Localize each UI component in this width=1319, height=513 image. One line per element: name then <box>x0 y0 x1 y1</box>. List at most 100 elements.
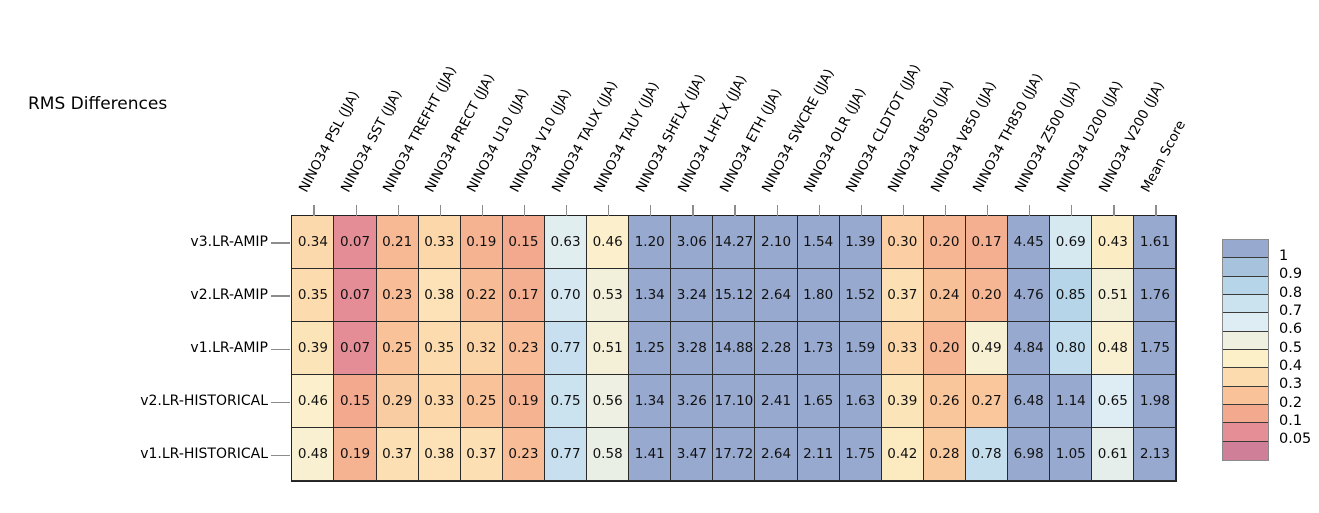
colorbar-tick-label: 0.1 <box>1279 412 1303 429</box>
heatmap-cell: 0.39 <box>292 321 335 376</box>
heatmap-cell: 1.98 <box>1134 375 1177 429</box>
heatmap-cell: 0.27 <box>965 375 1009 429</box>
heatmap-cell: 1.25 <box>629 321 672 376</box>
colorbar-tick-label: 1 <box>1279 247 1289 264</box>
heatmap-cell: 1.80 <box>797 268 840 322</box>
heatmap-cell: 2.28 <box>755 321 798 376</box>
colorbar-tick-label: 0.9 <box>1279 266 1303 283</box>
x-axis-tick <box>987 204 989 216</box>
colorbar-segment <box>1223 368 1268 387</box>
x-axis-tick <box>860 204 862 216</box>
heatmap-cell: 0.22 <box>460 268 503 322</box>
heatmap-cell: 0.33 <box>418 375 461 429</box>
colorbar-segment <box>1223 240 1268 259</box>
colorbar-segment <box>1223 331 1268 350</box>
x-axis-tick <box>481 204 484 216</box>
x-axis-tick <box>944 204 947 216</box>
heatmap-cell: 0.15 <box>334 375 377 429</box>
heatmap-cell: 1.34 <box>629 268 672 322</box>
heatmap-cell: 0.53 <box>587 268 630 322</box>
heatmap-cell: 0.19 <box>502 375 545 429</box>
heatmap-cell: 0.28 <box>923 428 966 482</box>
colorbar-tick-label: 0.2 <box>1279 394 1303 411</box>
x-axis-tick <box>397 204 399 216</box>
colorbar-tick-label: 0.7 <box>1279 302 1303 319</box>
heatmap-cell: 1.52 <box>839 268 882 322</box>
heatmap-cell: 1.39 <box>839 215 882 269</box>
heatmap-cell: 17.10 <box>713 375 756 429</box>
y-axis-tick <box>271 401 290 403</box>
heatmap-cell: 1.41 <box>629 428 672 482</box>
column-header-label: NINO34 TREFHT (JJA) <box>380 63 461 195</box>
heatmap-cell: 1.65 <box>797 375 840 429</box>
x-axis-tick <box>692 204 694 216</box>
heatmap-cell: 0.33 <box>881 321 924 376</box>
heatmap-cell: 2.11 <box>797 428 840 482</box>
heatmap-cell: 0.35 <box>418 321 461 376</box>
heatmap-cell: 0.46 <box>292 375 335 429</box>
x-axis-tick <box>439 204 441 216</box>
heatmap-cell: 3.06 <box>671 215 714 269</box>
heatmap-cell: 0.30 <box>881 215 924 269</box>
heatmap-cell: 0.37 <box>376 428 419 482</box>
heatmap-cell: 0.07 <box>334 268 377 322</box>
heatmap-cell: 0.46 <box>587 215 630 269</box>
heatmap-cell: 0.17 <box>502 268 545 322</box>
colorbar-segment <box>1223 386 1268 405</box>
x-axis-tick <box>902 204 905 216</box>
heatmap-cell: 0.48 <box>292 428 335 482</box>
x-axis-tick <box>355 204 357 216</box>
heatmap-cell: 0.78 <box>965 428 1009 482</box>
heatmap-cell: 0.51 <box>1092 268 1135 322</box>
colorbar-segment <box>1223 405 1268 424</box>
heatmap-cell: 0.35 <box>292 268 335 322</box>
heatmap-cell: 1.61 <box>1134 215 1177 269</box>
heatmap-cell: 0.20 <box>923 215 966 269</box>
heatmap-cell: 0.39 <box>881 375 924 429</box>
heatmap-cell: 6.48 <box>1008 375 1051 429</box>
heatmap-cell: 17.72 <box>713 428 756 482</box>
heatmap-cell: 0.15 <box>502 215 545 269</box>
heatmap-cell: 2.10 <box>755 215 798 269</box>
heatmap-cell: 0.49 <box>965 321 1009 376</box>
colorbar-tick-label: 0.3 <box>1279 376 1303 393</box>
x-axis-tick <box>1029 204 1031 216</box>
heatmap-cell: 0.37 <box>881 268 924 322</box>
heatmap-cell: 1.05 <box>1050 428 1093 482</box>
y-axis-tick <box>271 348 290 350</box>
heatmap-cell: 0.37 <box>460 428 503 482</box>
colorbar-tick-label: 0.05 <box>1279 431 1312 448</box>
colorbar <box>1222 239 1269 461</box>
heatmap-grid: 0.34 0.07 0.21 0.33 0.19 0.15 0.63 0.46 1.20 3.06… <box>291 214 1178 483</box>
heatmap-cell: 0.42 <box>881 428 924 482</box>
heatmap-cell: 14.27 <box>713 215 756 269</box>
y-axis-tick <box>271 295 290 297</box>
heatmap-cell: 0.34 <box>292 215 335 269</box>
y-axis-tick <box>271 242 290 244</box>
x-axis-tick <box>818 204 820 216</box>
heatmap-cell: 0.24 <box>923 268 966 322</box>
heatmap-cell: 1.59 <box>839 321 882 376</box>
x-axis-tick <box>566 204 568 216</box>
heatmap-cell: 0.48 <box>1092 321 1135 376</box>
colorbar-segment <box>1223 313 1268 332</box>
heatmap-cell: 0.70 <box>544 268 588 322</box>
chart-title: RMS Differences <box>28 94 168 114</box>
row-label: v2.LR-HISTORICAL <box>140 392 268 409</box>
heatmap-cell: 1.76 <box>1134 268 1177 322</box>
heatmap-cell: 1.63 <box>839 375 882 429</box>
heatmap-cell: 4.76 <box>1008 268 1051 322</box>
heatmap-cell: 0.25 <box>460 375 503 429</box>
x-axis-tick <box>776 204 778 216</box>
heatmap-cell: 0.32 <box>460 321 503 376</box>
heatmap-cell: 4.45 <box>1008 215 1051 269</box>
x-axis-tick <box>1071 204 1073 216</box>
heatmap-cell: 1.73 <box>797 321 840 376</box>
colorbar-segment <box>1223 441 1268 460</box>
heatmap-cell: 2.64 <box>755 268 798 322</box>
heatmap-cell: 0.20 <box>923 321 966 376</box>
y-axis-tick <box>271 454 290 456</box>
heatmap-cell: 0.77 <box>544 428 588 482</box>
heatmap-cell: 6.98 <box>1008 428 1051 482</box>
heatmap-cell: 0.58 <box>587 428 630 482</box>
